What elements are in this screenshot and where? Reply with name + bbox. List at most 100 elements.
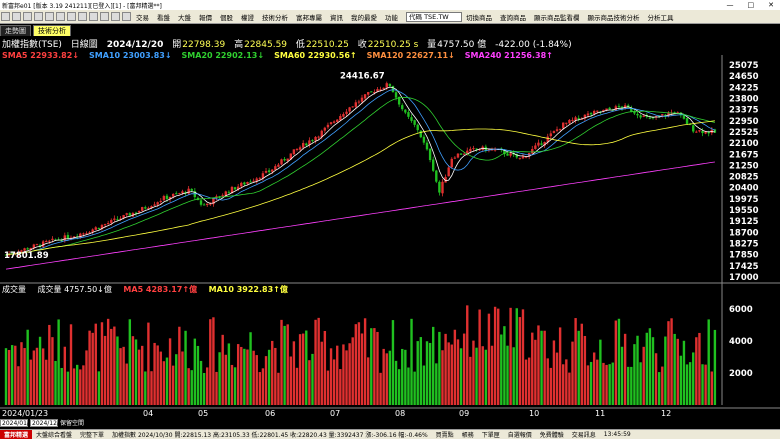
x-axis-month-label: 05 (198, 409, 209, 418)
status-item[interactable]: 帳務 (461, 432, 474, 439)
volume-bar (187, 368, 190, 405)
show-ta-button[interactable]: 顯示商品技術分析 (587, 13, 640, 22)
volume-bar (503, 326, 506, 405)
status-item[interactable]: 13:45:59 (603, 431, 631, 438)
menu-item[interactable]: 功能 (385, 13, 398, 22)
candle-body (636, 113, 639, 116)
candle-body (113, 218, 116, 220)
status-item[interactable]: 下單匣 (481, 432, 500, 439)
status-item[interactable]: 買賣點 (435, 432, 454, 439)
candle-body (413, 120, 416, 125)
candle-body (323, 127, 327, 131)
candle-body (506, 153, 509, 156)
menu-item[interactable]: 資訊 (330, 13, 343, 22)
tab-intraday[interactable]: 走勢圖 (0, 25, 31, 36)
toolbar-icon[interactable] (45, 12, 54, 21)
range-to-input[interactable]: 2024/12/20 (30, 418, 67, 427)
volume-bar (549, 367, 553, 405)
candle-body (289, 153, 292, 160)
status-item[interactable]: 完整下單 (80, 432, 105, 439)
volume-bar (131, 336, 135, 405)
menu-item[interactable]: 看盤 (157, 13, 170, 22)
candle-body (404, 109, 407, 113)
toolbar-icon[interactable] (1, 12, 10, 21)
minimize-icon[interactable]: — (726, 1, 734, 9)
sma-legend-item: SMA240 21256.38↑ (464, 51, 553, 60)
range-from-input[interactable]: 2024/01/23 (0, 418, 37, 427)
status-item[interactable]: 富邦精選 (0, 430, 33, 439)
status-item[interactable]: 大盤綜合看盤 (36, 432, 73, 439)
show-watchlist-button[interactable]: 顯示商品監看欄 (534, 13, 580, 22)
status-item[interactable]: 交易訊息 (571, 432, 596, 439)
volume-bar (521, 309, 525, 405)
candle-body (558, 128, 562, 130)
candle-body (620, 106, 624, 108)
volume-bar (63, 346, 67, 405)
toolbar-icon[interactable] (67, 12, 76, 21)
volume-bar (376, 331, 379, 405)
candle-body (178, 193, 181, 195)
toolbar-icon[interactable] (100, 12, 109, 21)
candle-body (630, 108, 633, 113)
menu-item[interactable]: 交易 (136, 13, 149, 22)
volume-bar (323, 330, 327, 405)
price-axis-label: 23800 (729, 94, 759, 104)
volume-bar (351, 337, 354, 405)
candle-body (617, 105, 621, 107)
volume-bar (512, 347, 515, 405)
sma10-line (5, 89, 716, 256)
status-item[interactable]: 自選報價 (507, 432, 532, 439)
menu-item[interactable]: 我的最愛 (351, 13, 377, 22)
menu-item[interactable]: 報價 (199, 13, 212, 22)
volume-bar (354, 324, 358, 405)
candle-body (391, 85, 395, 93)
volume-bar (707, 319, 710, 405)
toolbar-icon[interactable] (111, 12, 120, 21)
candle-body (648, 117, 652, 119)
candle-body (493, 149, 497, 151)
query-symbol-button[interactable]: 查詢商品 (500, 13, 526, 22)
price-axis-label: 24225 (729, 83, 759, 93)
candle-body (466, 150, 469, 155)
volume-bar (667, 321, 670, 405)
analysis-tools-button[interactable]: 分析工具 (647, 13, 674, 22)
tab-technical[interactable]: 技術分析 (33, 25, 71, 36)
candle-body (116, 219, 119, 221)
candle-body (63, 235, 67, 241)
candle-body (175, 193, 178, 195)
volume-bar (329, 348, 333, 405)
menu-item[interactable]: 權證 (241, 13, 254, 22)
high-value: 22845.59 (244, 40, 288, 50)
volume-bar (153, 342, 156, 405)
volume-bar (651, 337, 655, 405)
candle-body (233, 187, 237, 190)
volume-bar (165, 357, 169, 405)
volume-bar (196, 345, 200, 405)
candle-body (419, 130, 423, 138)
window-controls: — □ ✕ (727, 1, 780, 9)
switch-symbol-button[interactable]: 切換商品 (466, 13, 492, 22)
toolbar-icon[interactable] (56, 12, 65, 21)
menu-item[interactable]: 大盤 (178, 13, 191, 22)
maximize-icon[interactable]: □ (747, 1, 755, 9)
symbol-input[interactable]: 代碼 TSE.TW (406, 11, 462, 22)
toolbar-icon[interactable] (34, 12, 43, 21)
toolbar-icon[interactable] (23, 12, 32, 21)
volume-bar (447, 342, 450, 405)
toolbar-icon[interactable] (12, 12, 21, 21)
volume-bar (617, 318, 621, 405)
toolbar-icon[interactable] (89, 12, 98, 21)
volume-bar (227, 343, 231, 405)
menu-item[interactable]: 富邦專屬 (296, 13, 322, 22)
close-icon[interactable]: ✕ (768, 1, 774, 9)
candle-body (698, 130, 701, 132)
menu-bar: 交易 看盤 大盤 報價 個股 權證 技術分析 富邦專屬 資訊 我的最愛 功能 代… (0, 10, 780, 24)
status-item[interactable]: 免費體驗 (539, 432, 564, 439)
menu-item[interactable]: 個股 (220, 13, 233, 22)
toolbar-icon[interactable] (78, 12, 87, 21)
candle-body (469, 148, 472, 152)
toolbar-icon[interactable] (122, 12, 131, 21)
candle-body (444, 176, 447, 183)
menu-item[interactable]: 技術分析 (262, 13, 288, 22)
